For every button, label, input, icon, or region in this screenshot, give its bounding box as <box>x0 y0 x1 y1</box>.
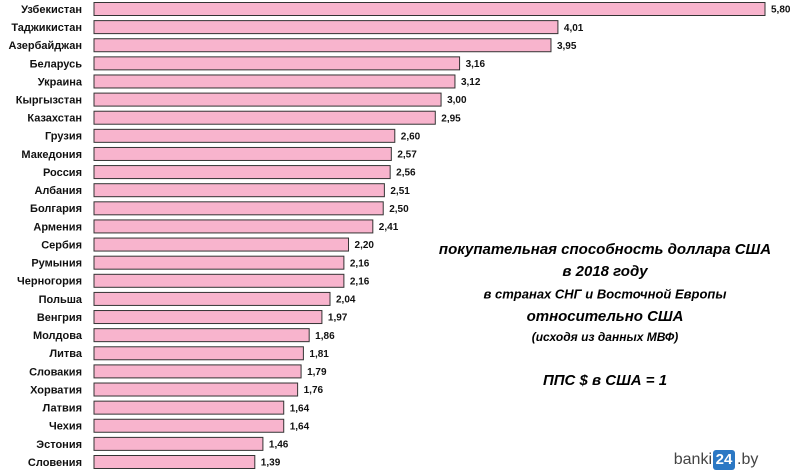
category-label: Румыния <box>31 258 82 270</box>
value-label: 2,20 <box>355 240 375 251</box>
bar <box>93 92 442 107</box>
value-label: 3,12 <box>461 77 481 88</box>
value-label: 2,04 <box>336 295 356 306</box>
value-label: 1,39 <box>261 458 281 469</box>
title-line: относительно США <box>527 308 684 325</box>
bar <box>93 128 396 143</box>
bar <box>93 183 385 198</box>
value-label: 2,16 <box>350 258 370 269</box>
category-label: Молдова <box>33 330 83 342</box>
value-label: 2,41 <box>379 222 399 233</box>
category-label: Узбекистан <box>21 4 82 16</box>
category-label: Казахстан <box>27 113 82 125</box>
category-label: Хорватия <box>30 384 82 396</box>
category-label: Эстония <box>36 439 82 451</box>
category-label: Венгрия <box>37 312 82 324</box>
category-label: Словения <box>28 457 82 469</box>
title-line: в странах СНГ и Восточной Европы <box>484 286 727 301</box>
bar <box>93 38 552 53</box>
value-label: 1,97 <box>328 313 348 324</box>
category-label: Словакия <box>29 366 82 378</box>
category-label: Латвия <box>43 403 82 415</box>
category-label: Украина <box>38 76 83 88</box>
bar <box>93 2 766 16</box>
bar <box>93 310 323 325</box>
bar <box>93 455 256 469</box>
value-label: 1,64 <box>290 403 310 414</box>
category-label: Армения <box>33 221 82 233</box>
watermark-badge: 24 <box>716 451 733 468</box>
value-label: 1,81 <box>309 349 329 360</box>
category-label: Албания <box>34 185 82 197</box>
category-label: Азербайджан <box>9 40 82 52</box>
category-label: Россия <box>43 167 82 179</box>
value-label: 1,46 <box>269 440 289 451</box>
value-label: 3,95 <box>557 41 577 52</box>
bar <box>93 400 285 415</box>
value-label: 2,95 <box>441 113 461 124</box>
category-label: Польша <box>39 294 83 306</box>
value-label: 1,79 <box>307 367 327 378</box>
category-label: Грузия <box>45 131 82 143</box>
value-label: 3,00 <box>447 95 467 106</box>
note: ППС $ в США = 1 <box>543 372 667 389</box>
watermark: banki 24 .by <box>674 450 758 470</box>
value-label: 5,80 <box>771 5 791 16</box>
bar <box>93 346 304 361</box>
bar <box>93 291 331 306</box>
category-label: Кыргызстан <box>16 95 82 107</box>
value-label: 2,51 <box>390 186 410 197</box>
bar <box>93 219 374 234</box>
category-label: Сербия <box>41 239 82 251</box>
category-label: Таджикистан <box>11 22 82 34</box>
bar <box>93 418 285 433</box>
bar <box>93 382 299 397</box>
watermark-badge-bg <box>713 450 735 470</box>
bar <box>93 201 384 216</box>
title-line: в 2018 году <box>562 263 648 280</box>
bar <box>93 146 392 161</box>
value-label: 3,16 <box>466 59 486 70</box>
title-line: покупательная способность доллара США <box>439 241 771 258</box>
bar <box>93 74 456 89</box>
value-label: 2,57 <box>397 150 417 161</box>
watermark-prefix: banki <box>674 451 712 468</box>
category-label: Македония <box>21 149 82 161</box>
value-label: 1,76 <box>304 385 324 396</box>
value-label: 1,64 <box>290 421 310 432</box>
value-label: 4,01 <box>564 23 584 34</box>
bar <box>93 56 461 71</box>
value-label: 2,16 <box>350 276 370 287</box>
bar <box>93 436 264 451</box>
bar <box>93 255 345 270</box>
bar <box>93 328 310 343</box>
category-label: Черногория <box>17 276 82 288</box>
category-label: Чехия <box>49 421 82 433</box>
category-label: Болгария <box>30 203 82 215</box>
value-label: 2,60 <box>401 131 421 142</box>
bar <box>93 273 345 288</box>
category-label: Беларусь <box>30 58 83 70</box>
title-line: (исходя из данных МВФ) <box>532 330 679 344</box>
bar <box>93 165 391 180</box>
watermark-suffix: .by <box>737 451 758 468</box>
category-label: Литва <box>49 348 82 360</box>
title-block: покупательная способность доллара США в 2… <box>439 241 771 344</box>
bar <box>93 237 350 252</box>
value-label: 1,86 <box>315 331 335 342</box>
bar <box>93 364 302 379</box>
value-label: 2,56 <box>396 168 416 179</box>
value-label: 2,50 <box>389 204 409 215</box>
bar <box>93 110 436 125</box>
bar <box>93 20 559 35</box>
